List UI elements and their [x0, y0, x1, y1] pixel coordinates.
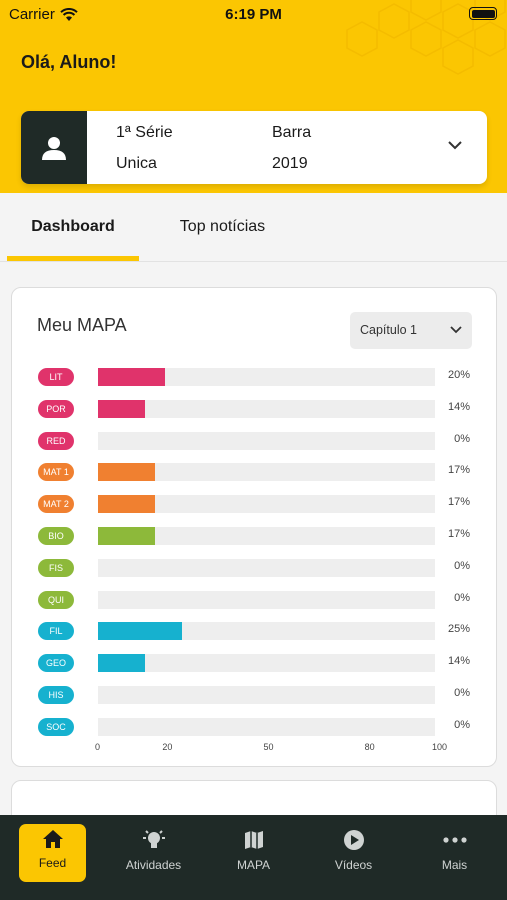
carrier: Carrier [9, 6, 78, 23]
chevron-down-icon [450, 326, 462, 334]
class-selector-card[interactable]: 1ª Série Barra Unica 2019 [21, 111, 487, 184]
status-time: 6:19 PM [225, 6, 282, 23]
bar [98, 654, 146, 673]
map-icon [244, 831, 263, 849]
category-pill: LIT [38, 368, 74, 386]
bar-track [98, 495, 435, 514]
bar-track [98, 686, 435, 704]
x-tick-label: 20 [162, 742, 173, 752]
bar-track [98, 717, 435, 736]
percent-label: 0% [454, 591, 470, 604]
bar-track [98, 590, 435, 609]
more-icon [442, 837, 467, 843]
shift-label: Unica [116, 155, 157, 172]
nav-mais[interactable]: Mais [421, 824, 488, 882]
percent-label: 20% [447, 369, 470, 381]
percent-label: 17% [447, 528, 470, 540]
bar-track [98, 399, 435, 418]
chapter-select[interactable]: Capítulo 1 [350, 312, 472, 349]
percent-label: 17% [447, 464, 470, 477]
category-pill: MAT 1 [38, 463, 74, 482]
percent-label: 0% [454, 687, 470, 699]
bar-track [98, 368, 435, 386]
category-pill: HIS [38, 686, 74, 704]
category-pill: FIS [38, 558, 74, 577]
percent-label: 17% [447, 496, 470, 509]
mapa-title: Meu MAPA [37, 315, 127, 335]
bar-track [98, 463, 435, 482]
nav-atividades[interactable]: Atividades [120, 824, 187, 882]
lightbulb-icon [142, 830, 165, 848]
bar-track [98, 431, 435, 450]
bottom-nav: Feed Atividades MAPA Vídeos M [0, 815, 507, 900]
category-pill: GEO [38, 654, 74, 673]
bar-track [98, 527, 435, 545]
wifi-icon [60, 7, 78, 21]
bar-track [98, 558, 435, 577]
percent-label: 0% [454, 559, 470, 572]
x-tick-label: 50 [263, 742, 274, 752]
category-pill: MAT 2 [38, 495, 74, 514]
percent-label: 14% [447, 655, 470, 668]
nav-mapa[interactable]: MAPA [220, 824, 287, 882]
status-bar: Carrier 6:19 PM [0, 0, 507, 30]
grade-label: 1ª Série [116, 124, 173, 141]
tab-top-noticias[interactable]: Top notícias [179, 218, 266, 235]
percent-label: 25% [447, 623, 470, 636]
nav-label: Mais [441, 858, 468, 872]
category-pill: QUI [38, 590, 74, 609]
x-tick-label: 80 [364, 742, 375, 752]
header: Carrier 6:19 PM Olá, Aluno! 1ª Série Bar… [0, 0, 507, 193]
tab-dashboard[interactable]: Dashboard [31, 218, 115, 235]
profile-icon-box [21, 111, 87, 184]
nav-label: Feed [38, 856, 67, 870]
year-label: 2019 [272, 155, 308, 172]
percent-label: 0% [454, 432, 470, 445]
bar [98, 463, 156, 482]
nav-feed[interactable]: Feed [19, 824, 86, 882]
nav-label: Vídeos [334, 858, 373, 872]
nav-label: MAPA [236, 858, 271, 872]
category-pill: RED [38, 431, 74, 450]
tab-bar: Dashboard Top notícias [0, 193, 507, 262]
category-pill: FIL [38, 622, 74, 641]
mapa-card: Meu MAPA Capítulo 1 LIT 20% POR 14% RED 0% MAT… [11, 287, 497, 767]
nav-label: Atividades [125, 858, 182, 872]
percent-label: 0% [454, 718, 470, 731]
carrier-label: Carrier [9, 6, 55, 23]
nav-videos[interactable]: Vídeos [320, 824, 387, 882]
bar-track [98, 622, 435, 641]
play-icon [343, 830, 364, 850]
home-icon [42, 830, 63, 848]
active-tab-indicator [7, 256, 139, 261]
bar [98, 399, 146, 418]
category-pill: SOC [38, 717, 74, 736]
bar [98, 368, 166, 386]
greeting: Olá, Aluno! [21, 52, 117, 72]
chevron-down-icon[interactable] [447, 140, 463, 150]
x-tick-label: 0 [95, 742, 101, 752]
category-pill: POR [38, 399, 74, 418]
user-icon [42, 136, 66, 160]
bar [98, 622, 183, 641]
category-pill: BIO [38, 527, 74, 545]
percent-label: 14% [447, 400, 470, 413]
unit-label: Barra [272, 124, 312, 141]
bar-track [98, 654, 435, 673]
bar [98, 527, 156, 545]
x-tick-label: 100 [432, 742, 448, 752]
chapter-select-value: Capítulo 1 [360, 323, 417, 337]
battery-icon [469, 7, 497, 20]
bar [98, 495, 156, 514]
